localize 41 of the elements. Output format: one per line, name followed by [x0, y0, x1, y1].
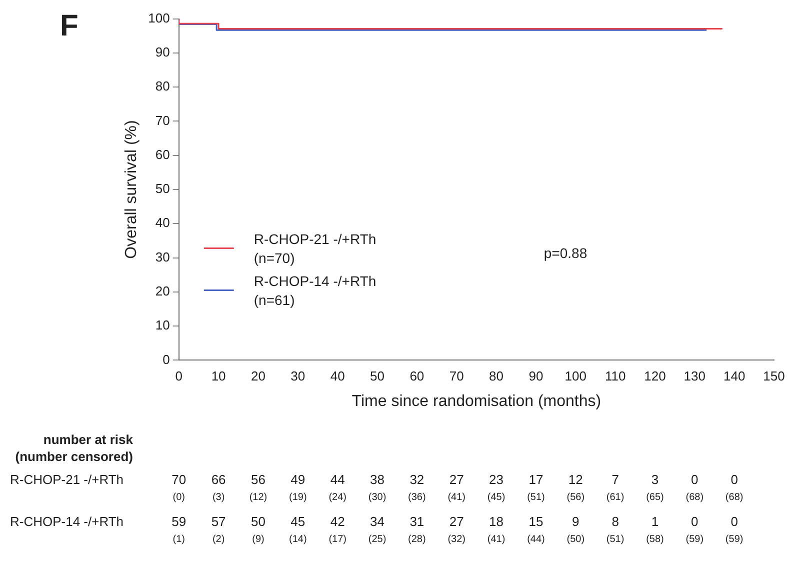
text: (number censored) [15, 448, 133, 464]
x-tick-label: 30 [290, 368, 306, 384]
y-tick-label: 20 [155, 284, 170, 298]
x-tick-label: 120 [644, 368, 666, 384]
y-tick-label: 100 [148, 10, 170, 26]
x-tick-label: 90 [528, 368, 544, 384]
y-tick-label: 90 [155, 44, 170, 60]
text: number at risk [43, 432, 134, 447]
x-axis-title: Time since randomisation (months) [352, 392, 602, 410]
x-tick-label: 0 [175, 368, 183, 384]
y-axis-title: Overall survival (%) [123, 120, 140, 259]
y-tick-label: 80 [155, 78, 170, 94]
x-tick-label: 70 [449, 368, 464, 384]
y-tick-label: 40 [155, 215, 170, 230]
x-tick-label: 50 [370, 368, 384, 384]
x-tick-label: 80 [489, 368, 504, 384]
x-tick-label: 20 [251, 368, 266, 384]
x-tick-label: 60 [410, 368, 424, 384]
y-tick-label: 50 [155, 181, 170, 196]
text: 70 66 56 49 44 38 32 27 23 17 12 7 3 0 0 [172, 472, 738, 487]
text: R-CHOP-21 -/+RTh [10, 472, 124, 487]
y-tick-label: 70 [155, 112, 170, 128]
y-tick-label: 30 [155, 249, 170, 264]
annotation: p=0.88 [544, 245, 588, 262]
text: (0) (3) (12) (19) (24) (30) (36) (41) (45) (51) (56) (61) (65) (68) (68) [172, 492, 744, 503]
x-tick-label: 140 [723, 368, 746, 384]
text: (1) (2) (9) (14) (17) (25) (28) (32) (41) (44) (50) (51) (58) (59) (59) [172, 534, 744, 545]
x-tick-label: 110 [604, 368, 626, 384]
x-tick-label: 10 [211, 368, 226, 384]
y-tick-label: 10 [155, 318, 170, 333]
x-tick-label: 40 [330, 368, 345, 384]
text: R-CHOP-14 -/+RTh [10, 514, 124, 529]
legend-label: R-CHOP-21 -/+RTh (n=70) [254, 231, 376, 266]
x-tick-label: 100 [564, 368, 586, 384]
x-tick-label: 130 [684, 368, 706, 384]
text: 59 57 50 45 42 34 31 27 18 15 9 8 1 0 0 [172, 514, 738, 529]
legend-label: R-CHOP-14 -/+RTh (n=61) [254, 273, 376, 308]
text: F [60, 9, 78, 42]
y-tick-label: 0 [162, 352, 170, 367]
x-tick-label: 150 [763, 368, 785, 384]
y-tick-label: 60 [155, 146, 170, 162]
